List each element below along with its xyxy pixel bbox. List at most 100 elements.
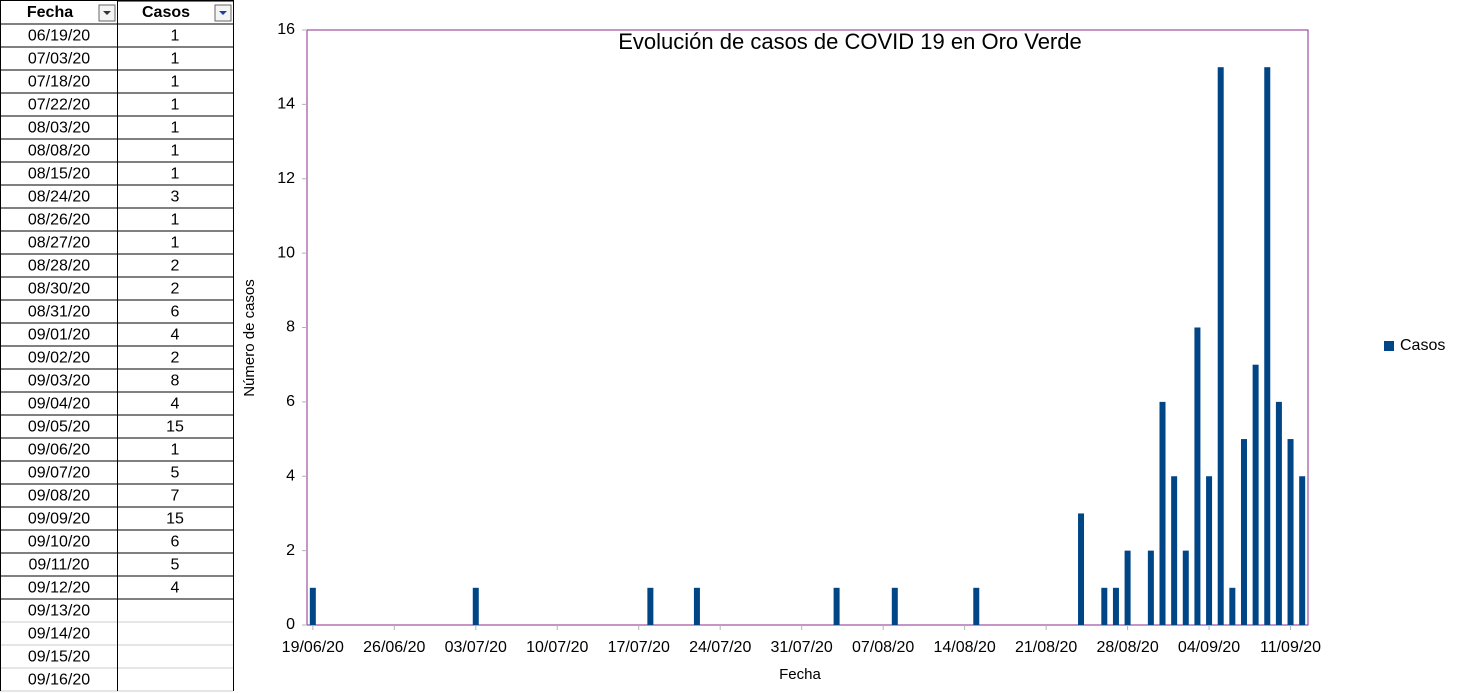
date-cell: 07/03/20 — [28, 51, 90, 68]
date-cell: 09/01/20 — [28, 327, 90, 344]
date-cell: 09/03/20 — [28, 373, 90, 390]
bar — [1101, 587, 1108, 625]
header-cell: Casos — [142, 4, 190, 21]
date-cell: 06/19/20 — [28, 28, 90, 45]
date-cell: 08/30/20 — [28, 281, 90, 298]
header-cell: Fecha — [27, 4, 73, 21]
bar — [1182, 550, 1189, 625]
cases-cell: 5 — [171, 465, 180, 482]
x-tick-label: 28/08/20 — [1096, 639, 1158, 656]
cases-cell: 4 — [171, 327, 180, 344]
bar — [973, 587, 980, 625]
cases-cell: 1 — [171, 235, 180, 252]
date-cell: 09/11/20 — [28, 557, 89, 574]
cases-cell: 15 — [166, 511, 184, 528]
date-cell: 08/24/20 — [28, 189, 90, 206]
x-tick-label: 07/08/20 — [852, 639, 914, 656]
cases-cell: 6 — [171, 534, 180, 551]
date-cell: 09/09/20 — [28, 511, 90, 528]
cases-cell: 2 — [171, 350, 180, 367]
bar — [1264, 67, 1271, 625]
cases-cell: 1 — [171, 143, 180, 160]
x-axis-title: Fecha — [779, 666, 821, 683]
date-cell: 08/03/20 — [28, 120, 90, 137]
bar — [833, 587, 840, 625]
cases-cell: 1 — [171, 74, 180, 91]
bar — [472, 587, 479, 625]
cases-cell: 5 — [171, 557, 180, 574]
cases-cell: 1 — [171, 166, 180, 183]
y-tick-label: 4 — [286, 467, 295, 484]
y-tick-label: 14 — [277, 96, 295, 113]
x-tick-label: 03/07/20 — [445, 639, 507, 656]
x-tick-label: 31/07/20 — [771, 639, 833, 656]
bar — [1229, 587, 1236, 625]
filter-button[interactable] — [214, 4, 232, 22]
bar — [1275, 401, 1282, 625]
cases-cell: 15 — [166, 419, 184, 436]
chart: Evolución de casos de COVID 19 en Oro Ve… — [241, 21, 1445, 683]
cases-cell: 1 — [171, 97, 180, 114]
bar — [1147, 550, 1154, 625]
bar — [1240, 439, 1247, 625]
y-tick-label: 2 — [286, 542, 295, 559]
date-cell: 07/22/20 — [28, 97, 90, 114]
cases-cell: 1 — [171, 51, 180, 68]
date-cell: 09/07/20 — [28, 465, 90, 482]
cases-cell: 1 — [171, 120, 180, 137]
x-tick-label: 14/08/20 — [933, 639, 995, 656]
date-cell: 08/08/20 — [28, 143, 90, 160]
x-tick-label: 26/06/20 — [363, 639, 425, 656]
bar — [1159, 401, 1166, 625]
y-tick-label: 12 — [277, 170, 295, 187]
date-cell: 09/06/20 — [28, 442, 90, 459]
cases-cell: 4 — [171, 396, 180, 413]
bar — [1124, 550, 1131, 625]
bar — [1171, 476, 1178, 625]
y-axis-title: Número de casos — [241, 279, 258, 397]
date-cell: 07/18/20 — [28, 74, 90, 91]
x-tick-label: 19/06/20 — [282, 639, 344, 656]
date-cell: 09/05/20 — [28, 419, 90, 436]
y-tick-label: 0 — [286, 616, 295, 633]
cases-cell: 2 — [171, 258, 180, 275]
bar — [693, 587, 700, 625]
date-cell: 09/12/20 — [28, 580, 90, 597]
date-cell: 08/26/20 — [28, 212, 90, 229]
cases-cell: 2 — [171, 281, 180, 298]
bar — [1194, 327, 1201, 625]
y-tick-label: 8 — [286, 319, 295, 336]
bar — [1078, 513, 1085, 625]
date-cell: 09/14/20 — [28, 626, 90, 643]
bar — [1112, 587, 1119, 625]
y-tick-label: 6 — [286, 393, 295, 410]
x-tick-label: 04/09/20 — [1178, 639, 1240, 656]
bar — [1287, 439, 1294, 625]
x-tick-label: 24/07/20 — [689, 639, 751, 656]
y-tick-label: 10 — [277, 244, 295, 261]
date-cell: 09/16/20 — [28, 672, 90, 689]
bar — [1252, 364, 1259, 625]
date-cell: 09/02/20 — [28, 350, 90, 367]
cases-cell: 8 — [171, 373, 180, 390]
bar — [309, 587, 316, 625]
bar — [1206, 476, 1213, 625]
cases-cell: 1 — [171, 442, 180, 459]
date-cell: 09/15/20 — [28, 649, 90, 666]
table: Fecha Casos 06/19/20 1 07/03/20 1 07/18/20 1 07/… — [0, 0, 234, 692]
filter-button[interactable] — [98, 4, 116, 22]
cases-cell: 6 — [171, 304, 180, 321]
date-cell: 08/27/20 — [28, 235, 90, 252]
button-arrow — [103, 11, 111, 15]
cases-cell: 7 — [171, 488, 180, 505]
bar — [1299, 476, 1306, 625]
bar — [647, 587, 654, 625]
date-cell: 08/31/20 — [28, 304, 90, 321]
date-cell: 09/13/20 — [28, 603, 90, 620]
legend-swatch — [1384, 341, 1394, 351]
cases-cell: 1 — [171, 212, 180, 229]
date-cell: 08/15/20 — [28, 166, 90, 183]
date-cell: 09/04/20 — [28, 396, 90, 413]
